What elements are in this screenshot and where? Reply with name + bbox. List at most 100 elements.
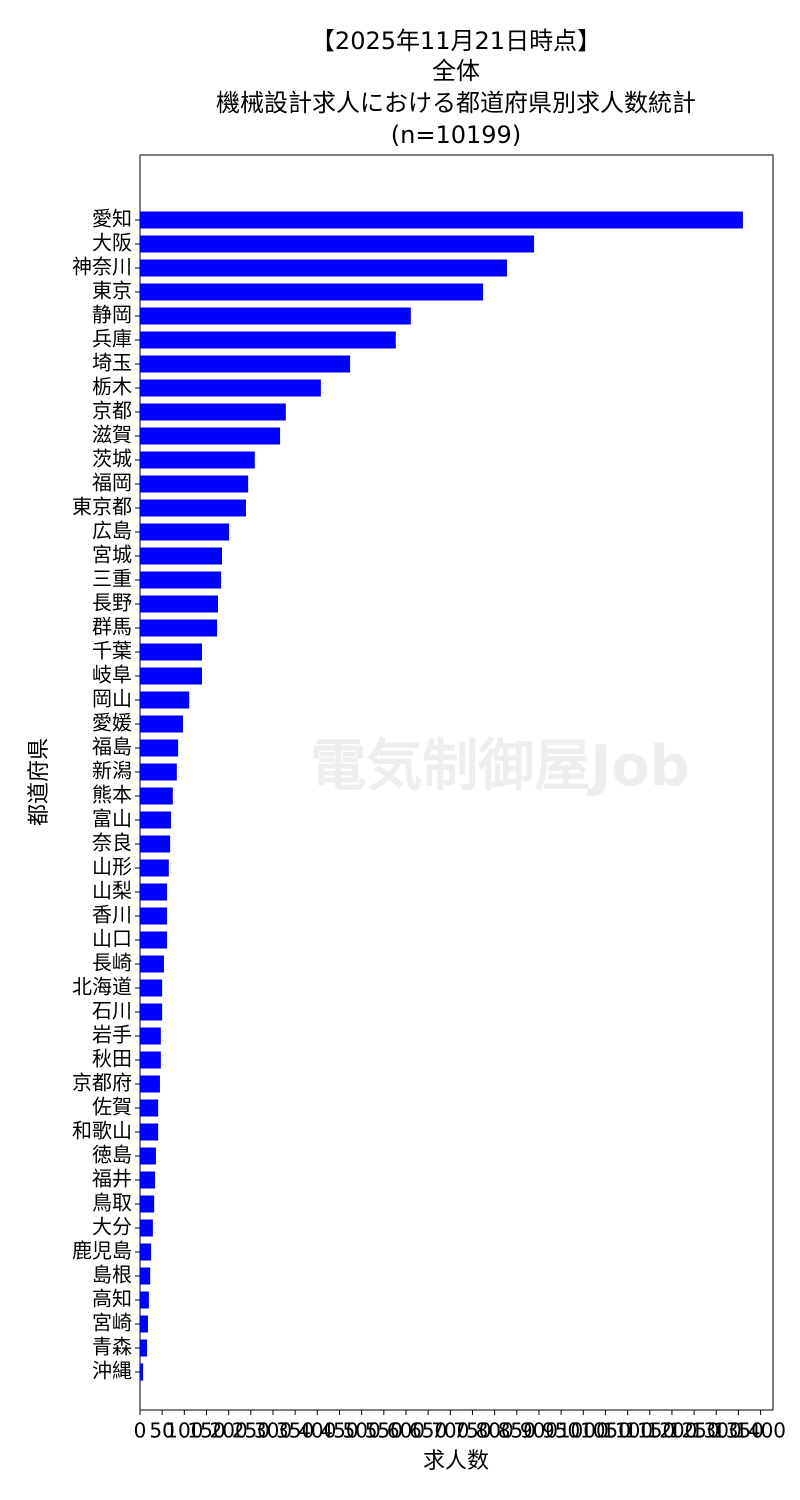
y-tick-label: 福岡 <box>92 471 132 495</box>
y-tick-label: 富山 <box>92 807 132 831</box>
bar <box>140 859 169 877</box>
y-tick-label: 徳島 <box>92 1143 132 1167</box>
y-tick-label: 島根 <box>92 1263 132 1287</box>
y-tick-label: 宮城 <box>92 543 132 567</box>
bar <box>140 307 411 325</box>
y-tick-label: 滋賀 <box>92 423 132 447</box>
bar <box>140 331 396 349</box>
y-tick-label: 和歌山 <box>72 1119 132 1143</box>
bar <box>140 1315 148 1333</box>
x-axis-label: 求人数 <box>423 1449 489 1474</box>
bar <box>140 523 230 541</box>
bar <box>140 1003 163 1021</box>
bar <box>140 619 218 637</box>
bar <box>140 1123 159 1141</box>
x-tick-label: 450 <box>320 1419 358 1443</box>
bar <box>140 931 168 949</box>
bar <box>140 811 172 829</box>
bar <box>140 259 508 277</box>
x-tick-label: 600 <box>387 1419 425 1443</box>
bar <box>140 211 743 229</box>
y-tick-label: 宮崎 <box>92 1311 132 1335</box>
y-tick-label: 岡山 <box>92 687 132 711</box>
bar <box>140 667 203 685</box>
y-tick-label: 京都 <box>92 399 132 423</box>
bar <box>140 1339 148 1357</box>
y-tick-label: 東京都 <box>72 495 132 519</box>
bar <box>140 235 535 253</box>
bar <box>140 979 163 997</box>
y-tick-label: 三重 <box>92 567 132 591</box>
bar <box>140 835 171 853</box>
x-tick-label: 1050 <box>580 1419 631 1443</box>
y-tick-label: 愛知 <box>92 207 132 231</box>
bar <box>140 379 321 397</box>
x-tick-label: 350 <box>276 1419 314 1443</box>
y-tick-label: 栃木 <box>92 375 132 399</box>
chart-title: 機械設計求人における都道府県別求人数統計 <box>216 89 696 117</box>
y-tick-label: 山形 <box>92 855 132 879</box>
x-tick-label: 50 <box>149 1419 174 1443</box>
y-tick-label: 兵庫 <box>92 327 132 351</box>
x-tick-label: 150 <box>187 1419 225 1443</box>
bar <box>140 763 177 781</box>
y-tick-label: 長野 <box>92 591 132 615</box>
y-tick-label: 東京 <box>92 279 132 303</box>
bar <box>140 1267 151 1285</box>
x-tick-label: 1150 <box>624 1419 675 1443</box>
y-axis-label: 都道府県 <box>27 738 52 826</box>
x-tick-label: 550 <box>365 1419 403 1443</box>
y-tick-label: 広島 <box>92 519 132 543</box>
x-tick-label: 1200 <box>646 1419 697 1443</box>
y-tick-label: 埼玉 <box>92 351 132 375</box>
y-tick-label: 青森 <box>92 1335 132 1359</box>
y-tick-label: 茨城 <box>92 447 132 471</box>
bar <box>140 955 164 973</box>
chart-title: 全体 <box>432 57 480 85</box>
x-tick-label: 500 <box>343 1419 381 1443</box>
y-tick-label: 北海道 <box>72 975 132 999</box>
y-tick-label: 鳥取 <box>92 1191 132 1215</box>
bar <box>140 1051 161 1069</box>
x-tick-label: 800 <box>476 1419 514 1443</box>
x-tick-label: 750 <box>453 1419 491 1443</box>
y-tick-label: 岩手 <box>92 1023 132 1047</box>
bar <box>140 787 173 805</box>
x-tick-label: 100 <box>165 1419 203 1443</box>
bar <box>140 1027 161 1045</box>
bar <box>140 715 183 733</box>
bar <box>140 355 351 373</box>
y-tick-label: 愛媛 <box>92 711 132 735</box>
plot-frame <box>139 154 774 1411</box>
x-tick-label: 1300 <box>691 1419 742 1443</box>
y-tick-label: 高知 <box>92 1287 132 1311</box>
chart-title: 【2025年11月21日時点】 <box>311 27 601 55</box>
bar <box>140 1075 160 1093</box>
bar <box>140 883 168 901</box>
y-tick-label: 京都府 <box>72 1071 132 1095</box>
x-tick-label: 0 <box>134 1419 147 1443</box>
y-tick-label: 秋田 <box>92 1047 132 1071</box>
bar <box>140 475 249 493</box>
y-tick-label: 山口 <box>92 927 132 951</box>
x-tick-label: 200 <box>210 1419 248 1443</box>
y-tick-label: 岐阜 <box>92 663 132 687</box>
y-tick-label: 佐賀 <box>92 1095 132 1119</box>
y-tick-label: 新潟 <box>92 759 132 783</box>
y-tick-label: 大阪 <box>92 231 132 255</box>
bar <box>140 427 281 445</box>
x-tick-label: 950 <box>542 1419 580 1443</box>
x-tick-label: 1250 <box>669 1419 720 1443</box>
y-tick-label: 千葉 <box>92 639 132 663</box>
bar <box>140 1195 155 1213</box>
y-tick-label: 長崎 <box>92 951 132 975</box>
bar <box>140 691 190 709</box>
y-tick-label: 香川 <box>92 903 132 927</box>
x-tick-label: 250 <box>232 1419 270 1443</box>
y-tick-label: 石川 <box>92 999 132 1023</box>
chart-title: (n=10199) <box>391 121 521 149</box>
bar <box>140 643 203 661</box>
x-tick-label: 700 <box>431 1419 469 1443</box>
y-tick-label: 福井 <box>92 1167 132 1191</box>
